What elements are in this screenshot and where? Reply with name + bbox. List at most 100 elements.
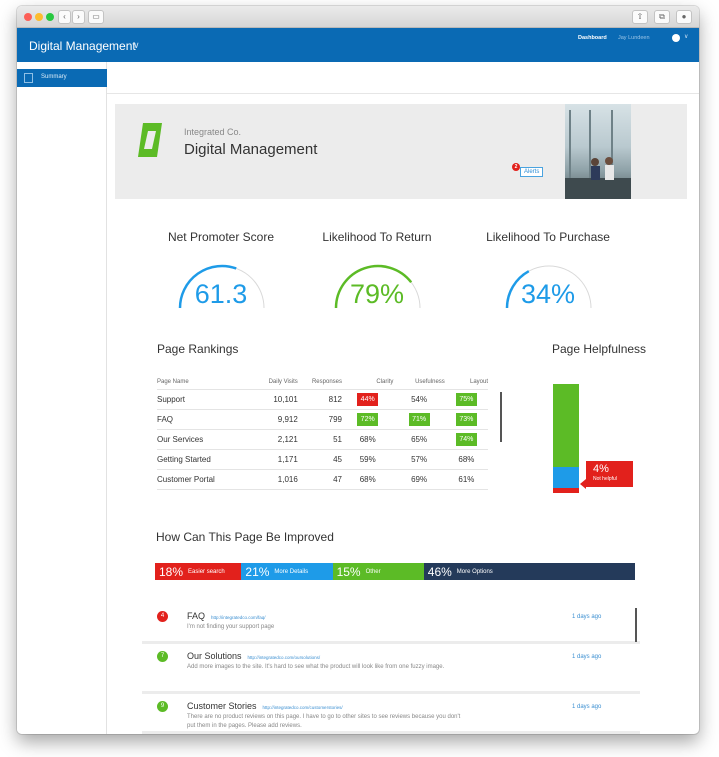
comment-item[interactable]: 4 FAQ http://integratedco.com/faq/I'm not … bbox=[142, 608, 640, 644]
table-row[interactable]: Support 10,101 812 44% 54% 75% bbox=[157, 389, 488, 410]
document-icon bbox=[24, 73, 33, 83]
comments-scrollbar[interactable] bbox=[635, 608, 637, 642]
layout-cell: 74% bbox=[444, 429, 488, 450]
improvement-percent: 46% bbox=[427, 564, 452, 579]
clarity-cell: 68% bbox=[342, 469, 394, 490]
improvement-label: Other bbox=[365, 568, 381, 575]
comment-page-url[interactable]: http://integratedco.com/customerstories/ bbox=[262, 705, 343, 710]
helpfulness-title: Page Helpfulness bbox=[552, 342, 647, 356]
comment-title-text: Customer Stories bbox=[187, 701, 257, 711]
table-row[interactable]: Customer Portal 1,016 47 68% 69% 61% bbox=[157, 469, 488, 490]
page-name-cell: Support bbox=[157, 389, 231, 410]
usefulness-cell: 69% bbox=[393, 469, 445, 490]
clarity-cell: 72% bbox=[342, 409, 394, 430]
window-titlebar: ‹ › ▭ ⇧ ⧉ ● bbox=[17, 6, 699, 28]
gauge-arc bbox=[178, 264, 265, 309]
comment-item[interactable]: 7 Our Solutions http://integratedco.com/ou… bbox=[142, 648, 640, 694]
not-helpful-percent: 4% bbox=[593, 463, 609, 475]
improvement-percent: 21% bbox=[245, 564, 270, 579]
comments-list: 4 FAQ http://integratedco.com/faq/I'm not … bbox=[142, 590, 642, 734]
comment-page-url[interactable]: http://integratedco.com/faq/ bbox=[211, 615, 266, 620]
low-score-chip: 44% bbox=[357, 392, 379, 406]
back-icon[interactable]: ‹ bbox=[58, 10, 71, 24]
browser-window: ‹ › ▭ ⇧ ⧉ ● Digital Management ∨ Dashboa… bbox=[17, 6, 699, 734]
comment-item[interactable]: 9 Customer Stories http://integratedco.com… bbox=[142, 698, 640, 734]
comment-count-badge: 4 bbox=[157, 611, 168, 622]
improvement-segment[interactable]: 21% More Details bbox=[241, 563, 333, 580]
company-name: Integrated Co. bbox=[184, 127, 242, 137]
sidebar-toggle-icon[interactable]: ▭ bbox=[88, 10, 104, 24]
column-header[interactable]: Layout bbox=[444, 375, 488, 390]
table-scrollbar[interactable] bbox=[500, 392, 502, 442]
not-helpful-callout: 4% Not helpful bbox=[586, 461, 633, 487]
high-score-chip: 75% bbox=[455, 392, 477, 406]
table-row[interactable]: Our Services 2,121 51 68% 65% 74% bbox=[157, 429, 488, 450]
alerts-count-badge: 2 bbox=[512, 163, 520, 171]
comment-timestamp: 1 days ago bbox=[572, 614, 602, 620]
usefulness-cell: 57% bbox=[393, 449, 445, 470]
layout-cell: 68% bbox=[444, 449, 488, 470]
improvement-label: Easier search bbox=[188, 568, 225, 575]
comment-title-text: FAQ bbox=[187, 611, 206, 621]
sub-header bbox=[107, 62, 699, 94]
app-header: Digital Management ∨ Dashboard Jay Lunde… bbox=[17, 28, 699, 62]
zoom-window-button[interactable] bbox=[46, 13, 54, 21]
clarity-cell: 59% bbox=[342, 449, 394, 470]
downloads-icon[interactable]: ● bbox=[676, 10, 692, 24]
comment-page-url[interactable]: http://integratedco.com/oursolutions/ bbox=[247, 655, 321, 660]
clarity-cell: 44% bbox=[342, 389, 394, 410]
share-icon[interactable]: ⇧ bbox=[632, 10, 648, 24]
close-window-button[interactable] bbox=[24, 13, 32, 21]
comment-text: There are no product reviews on this pag… bbox=[187, 714, 461, 729]
layout-cell: 73% bbox=[444, 409, 488, 430]
responses-cell: 47 bbox=[297, 469, 342, 490]
layout-cell: 75% bbox=[444, 389, 488, 410]
comment-page-title[interactable]: FAQ http://integratedco.com/faq/ bbox=[187, 611, 266, 621]
comment-title-text: Our Solutions bbox=[187, 651, 242, 661]
page-name-cell: Getting Started bbox=[157, 449, 231, 470]
usefulness-cell: 54% bbox=[393, 389, 445, 410]
daily-visits-cell: 10,101 bbox=[231, 389, 298, 410]
chevron-down-icon[interactable]: ∨ bbox=[133, 40, 140, 50]
high-score-chip: 73% bbox=[455, 412, 477, 426]
tabs-icon[interactable]: ⧉ bbox=[654, 10, 670, 24]
improvement-segment[interactable]: 15% Other bbox=[332, 563, 424, 580]
column-header[interactable]: Usefulness bbox=[393, 375, 445, 390]
high-score-chip: 71% bbox=[408, 412, 430, 426]
column-header[interactable]: Page Name bbox=[157, 375, 231, 390]
table-row[interactable]: Getting Started 1,171 45 59% 57% 68% bbox=[157, 449, 488, 470]
gauge-fill bbox=[178, 264, 237, 309]
helpfulness-segment bbox=[553, 384, 579, 467]
improve-title: How Can This Page Be Improved bbox=[156, 530, 334, 544]
page-name-cell: FAQ bbox=[157, 409, 231, 430]
improvement-segment[interactable]: 18% Easier search bbox=[155, 563, 242, 580]
minimize-window-button[interactable] bbox=[35, 13, 43, 21]
comment-timestamp: 1 days ago bbox=[572, 654, 602, 660]
column-header[interactable]: Responses bbox=[297, 375, 342, 390]
nav-user-name[interactable]: Jay Lundeen bbox=[618, 35, 650, 41]
improvement-breakdown-bar: 18% Easier search 21% More Details 15% Other 4… bbox=[155, 563, 635, 580]
app-title[interactable]: Digital Management bbox=[29, 39, 136, 53]
improvement-segment[interactable]: 46% More Options bbox=[423, 563, 635, 580]
daily-visits-cell: 2,121 bbox=[231, 429, 298, 450]
gauge-title: Net Promoter Score bbox=[167, 230, 275, 244]
user-avatar-icon[interactable] bbox=[672, 34, 680, 42]
user-menu-chevron-icon[interactable]: ∨ bbox=[684, 34, 689, 40]
gauge-value: 79% bbox=[349, 279, 405, 309]
table-row[interactable]: FAQ 9,912 799 72% 71% 73% bbox=[157, 409, 488, 430]
high-score-chip: 72% bbox=[357, 412, 379, 426]
responses-cell: 45 bbox=[297, 449, 342, 470]
column-header[interactable]: Clarity bbox=[342, 375, 394, 390]
office-photo bbox=[565, 104, 631, 199]
comment-page-title[interactable]: Customer Stories http://integratedco.com/… bbox=[187, 701, 343, 711]
improvement-label: More Details bbox=[274, 568, 309, 575]
column-header[interactable]: Daily Visits bbox=[231, 375, 298, 390]
sidebar-item-summary[interactable]: Summary bbox=[17, 69, 107, 87]
forward-icon[interactable]: › bbox=[72, 10, 85, 24]
alerts-button[interactable]: Alerts bbox=[520, 167, 544, 177]
nav-dashboard-link[interactable]: Dashboard bbox=[578, 35, 607, 41]
clarity-cell: 68% bbox=[342, 429, 394, 450]
comment-page-title[interactable]: Our Solutions http://integratedco.com/our… bbox=[187, 651, 320, 661]
high-score-chip: 74% bbox=[455, 432, 477, 446]
